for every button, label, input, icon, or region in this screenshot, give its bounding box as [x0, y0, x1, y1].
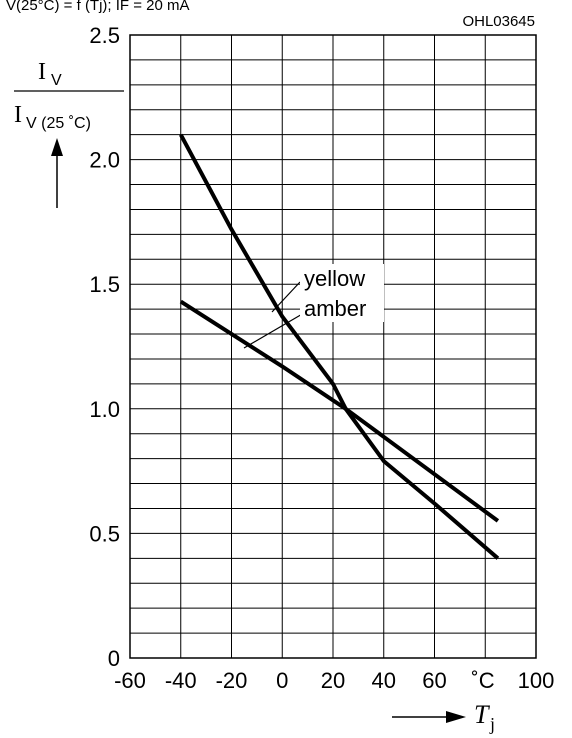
x-tick-label: 100	[518, 668, 555, 693]
amber-leader-line	[243, 312, 305, 349]
x-tick-label: 40	[372, 668, 396, 693]
y-axis-arrow-head	[51, 138, 63, 156]
x-axis-label: T j	[392, 700, 495, 734]
yellow-leader-line	[271, 281, 301, 313]
grid	[130, 35, 536, 658]
plot-frame	[129, 34, 537, 659]
series-line-amber	[179, 299, 500, 523]
x-tick-label: -60	[114, 668, 146, 693]
y-label-bottom-sub: V (25 ˚C)	[26, 115, 91, 132]
x-label-sub: j	[489, 714, 495, 734]
x-tick-label: -20	[216, 668, 248, 693]
y-label-top: I	[38, 59, 46, 85]
y-tick-labels: 0 0.5 1.0 1.5 2.0 2.5	[89, 23, 120, 671]
x-tick-label: 60	[422, 668, 446, 693]
y-axis-label: I V I V (25 ˚C)	[14, 59, 124, 208]
y-tick-label: 2.0	[89, 148, 120, 173]
y-label-bottom: I	[14, 102, 22, 128]
annotation-backdrop	[300, 264, 384, 322]
series-layer	[179, 133, 500, 560]
series-line-yellow	[179, 133, 500, 560]
y-label-top-sub: V	[51, 72, 62, 89]
y-tick-label: 0.5	[89, 521, 120, 546]
x-label-symbol: T	[474, 700, 490, 729]
x-tick-labels: -60 -40 -20 0 20 40 60 100	[114, 668, 554, 693]
x-tick-label: 20	[321, 668, 345, 693]
y-tick-label: 0	[108, 646, 120, 671]
figure-code: OHL03645	[462, 13, 535, 30]
header-fragment: V(25°C) = f (Tj); IF = 20 mA	[6, 0, 190, 14]
x-tick-label: 0	[276, 668, 288, 693]
y-tick-label: 1.5	[89, 272, 120, 297]
x-unit-label: ˚C	[471, 668, 494, 693]
amber-label: amber	[304, 296, 366, 321]
y-tick-label: 1.0	[89, 397, 120, 422]
x-axis-arrow-head	[446, 711, 466, 723]
y-tick-label: 2.5	[89, 23, 120, 48]
x-tick-label: -40	[165, 668, 197, 693]
yellow-label: yellow	[304, 266, 365, 291]
